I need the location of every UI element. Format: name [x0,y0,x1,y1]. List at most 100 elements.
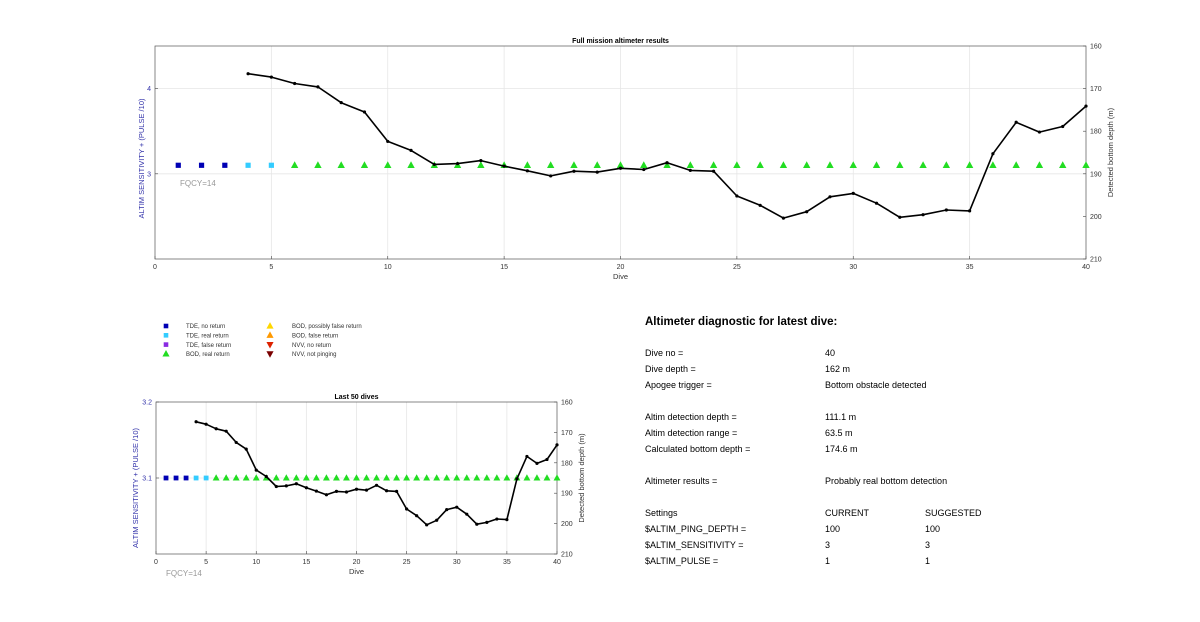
status-marker [919,161,927,168]
status-marker [546,161,555,168]
y-tick-label: 3 [147,171,151,178]
depth-point [828,195,832,199]
status-marker [826,161,834,168]
depth-point [246,72,250,76]
depth-point [386,139,390,144]
x-tick-label: 30 [849,264,857,271]
status-marker [1012,161,1020,168]
full-mission-chart: 0 5 10 15 20 25 30 35 40 3 4 160 170 180 190 200 210 Full… [137,38,1115,281]
x-tick-label: 30 [453,559,461,566]
diag-value: 174.6 m [825,444,858,454]
x-tick-label: 15 [302,559,310,566]
depth-point [944,208,948,212]
status-marker [314,161,322,168]
depth-point [405,507,409,511]
status-marker [423,474,431,481]
depth-point [572,169,576,173]
chart-title: Last 50 dives [335,394,379,401]
settings-label: Settings [645,508,678,518]
status-marker [245,162,251,168]
depth-point [425,523,429,527]
diag-value: Probably real bottom detection [825,476,948,486]
status-marker [593,161,601,168]
setting-current: 3 [825,540,831,550]
plot-frame [154,45,1087,260]
legend-marker [266,351,274,358]
depth-point [374,483,379,487]
status-marker [1059,161,1067,168]
legend-marker [266,341,274,349]
depth-point [339,101,343,105]
depth-point [254,468,258,472]
depth-point [415,514,419,518]
status-marker [733,161,741,168]
status-marker [302,474,310,481]
status-marker [709,161,718,168]
depth-point [214,427,218,431]
x-tick-label: 5 [204,559,208,566]
depth-point [316,85,320,89]
depth-point [264,474,268,479]
depth-point [324,493,329,497]
status-marker [407,161,415,168]
depth-point [294,482,298,486]
status-marker [942,161,951,168]
setting-suggested: 100 [925,524,941,534]
status-marker [872,161,881,168]
status-marker [473,474,481,481]
status-marker [232,474,240,481]
x-tick-label: 40 [553,559,561,566]
depth-point [344,490,349,494]
status-marker [272,474,280,481]
diagnostic-title: Altimeter diagnostic for latest dive: [645,316,838,328]
depth-point [535,461,539,466]
current-header: CURRENT [825,508,869,518]
status-marker [849,161,857,168]
status-marker [413,474,421,481]
depth-point [735,194,739,198]
status-marker [363,474,370,481]
depth-point [712,169,716,173]
depth-point [642,167,646,172]
status-marker [543,474,551,481]
status-marker [353,474,360,481]
status-marker [443,474,451,481]
depth-point [688,168,692,172]
depth-point [549,174,553,178]
status-marker [282,474,290,481]
depth-point [269,75,273,79]
y-tick-label: 4 [147,86,151,93]
depth-point [455,161,460,166]
depth-point [479,158,483,163]
depth-point [465,512,469,516]
status-marker [640,161,648,168]
last-50-dives-chart: 0 5 10 15 20 25 30 35 40 3.1 3.2 160 170 180 190 200 210… [131,394,586,578]
depth-point [204,422,208,426]
status-marker [403,474,411,481]
depth-point [968,209,972,213]
chart-title: Full mission altimeter results [572,38,669,45]
setting-current: 1 [825,556,831,566]
legend-marker [163,333,169,338]
status-marker [373,474,380,481]
diag-label: Dive depth = [645,364,696,374]
legend-label: BOD, false return [292,334,338,340]
diag-label: Apogee trigger = [645,380,712,390]
status-marker [343,474,350,481]
status-marker [163,475,169,481]
legend: TDE, no return TDE, real return TDE, false… [162,322,362,358]
depth-point [432,162,436,167]
status-marker [533,474,541,481]
y2-tick-label: 180 [1090,129,1102,136]
setting-name: $ALTIM_PING_DEPTH = [645,524,747,534]
status-marker [483,474,491,481]
status-marker [203,475,209,481]
y2-tick-label: 160 [561,400,573,407]
depth-point [874,201,879,205]
legend-marker [266,331,274,338]
depth-point [334,489,339,493]
x-tick-label: 40 [1082,264,1090,271]
diag-label: Dive no = [645,348,684,358]
x-tick-label: 25 [403,559,411,566]
